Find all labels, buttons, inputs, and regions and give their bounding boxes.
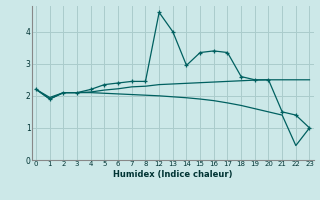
X-axis label: Humidex (Indice chaleur): Humidex (Indice chaleur) [113,170,233,179]
